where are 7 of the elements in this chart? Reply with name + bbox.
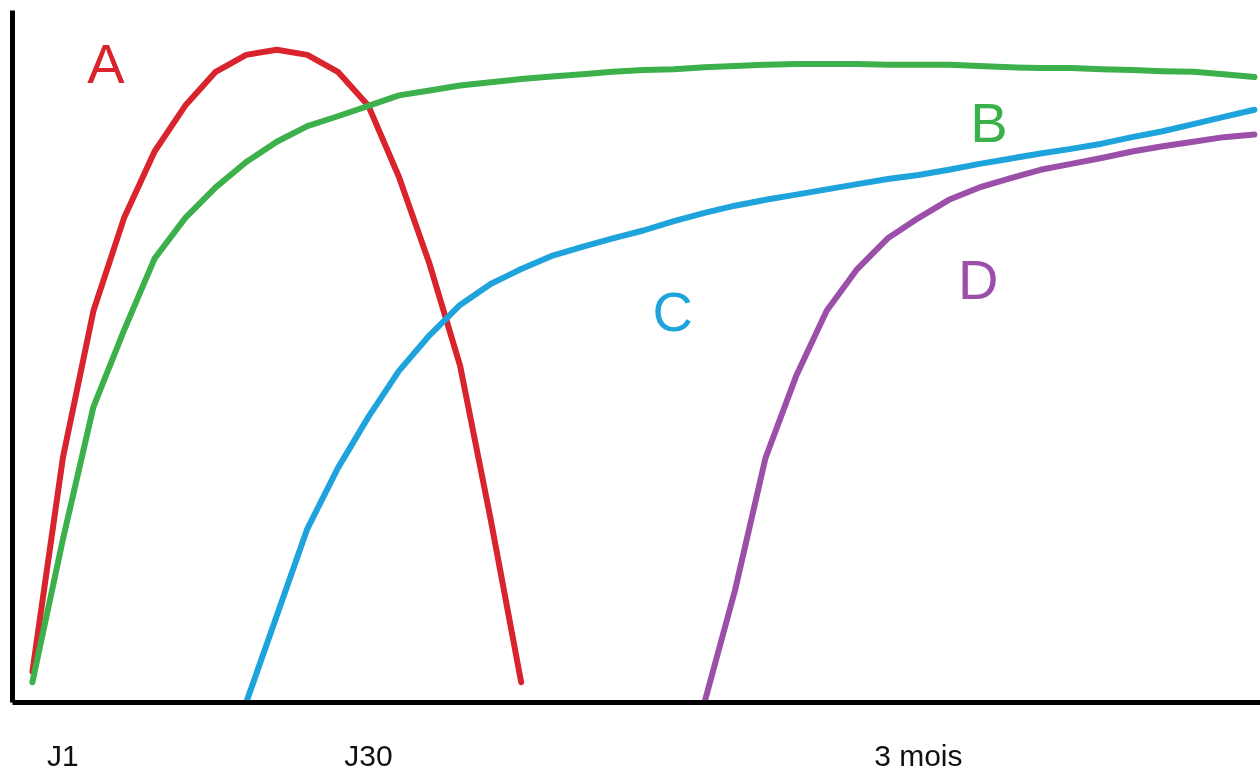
series-label: A <box>87 32 126 96</box>
series-label: C <box>652 280 693 344</box>
x-tick-label: 3 mois <box>874 738 963 772</box>
series-label: D <box>958 247 999 311</box>
x-tick-label: J30 <box>344 738 393 772</box>
series-label: B <box>970 91 1008 155</box>
x-tick-label: J1 <box>47 738 79 772</box>
